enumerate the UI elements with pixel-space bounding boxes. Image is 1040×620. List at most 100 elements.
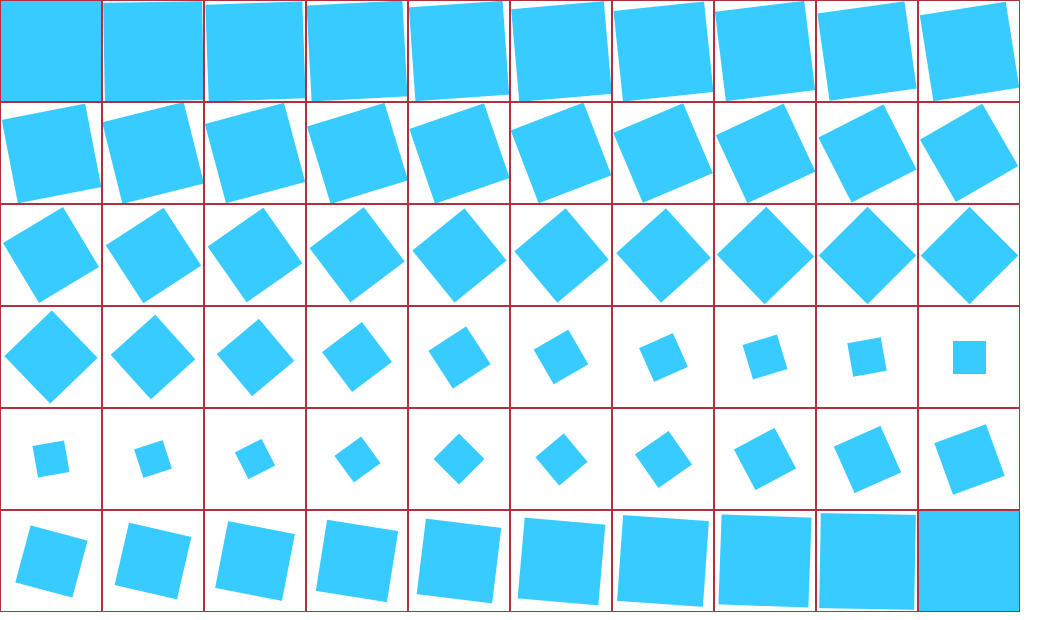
frame-cell [306, 408, 408, 510]
frame-cell [0, 102, 102, 204]
frame-cell [714, 204, 816, 306]
rotating-square [818, 206, 916, 304]
rotating-square [307, 103, 407, 203]
frame-cell [204, 0, 306, 102]
rotating-square [307, 1, 407, 101]
frame-cell [918, 408, 1020, 510]
frame-cell [102, 0, 204, 102]
frame-cell [102, 408, 204, 510]
rotating-square [817, 103, 917, 203]
frame-cell [204, 510, 306, 612]
frame-cell [714, 102, 816, 204]
frame-cell [0, 0, 102, 102]
frame-cell [0, 510, 102, 612]
rotating-square [333, 435, 381, 483]
rotating-square [513, 207, 609, 303]
rotating-square [205, 1, 305, 101]
rotating-square [321, 321, 393, 393]
frame-cell [714, 408, 816, 510]
rotating-square [409, 1, 509, 101]
frame-cell [102, 510, 204, 612]
frame-cell [510, 306, 612, 408]
frame-cell [714, 510, 816, 612]
frame-cell [612, 408, 714, 510]
rotating-square [110, 314, 196, 400]
frame-cell [306, 204, 408, 306]
frame-cell [0, 408, 102, 510]
rotating-square [433, 433, 485, 485]
rotating-square [919, 511, 1019, 611]
frame-cell [816, 408, 918, 510]
rotating-square [920, 206, 1018, 304]
frame-cell [816, 0, 918, 102]
frame-cell [714, 0, 816, 102]
rotating-square [416, 518, 502, 604]
rotating-square [847, 337, 887, 377]
rotating-square [511, 1, 611, 101]
rotating-square [134, 440, 172, 478]
rotating-square [215, 521, 295, 601]
rotating-square [617, 515, 709, 607]
frame-cell [612, 204, 714, 306]
frame-cell [816, 510, 918, 612]
rotating-square [32, 440, 70, 478]
frame-cell [0, 204, 102, 306]
frame-cell [204, 102, 306, 204]
frame-cell [408, 408, 510, 510]
rotating-square [534, 432, 588, 486]
frame-cell [306, 306, 408, 408]
rotating-square [634, 430, 692, 488]
rotating-square [833, 425, 901, 493]
rotating-square [103, 103, 203, 203]
frame-cell [102, 204, 204, 306]
frame-cell [204, 408, 306, 510]
frame-cell [102, 306, 204, 408]
frame-cell [816, 102, 918, 204]
rotating-square [2, 206, 100, 304]
rotating-square [105, 207, 201, 303]
rotating-square [733, 427, 797, 491]
frame-cell [510, 204, 612, 306]
frame-cell [918, 102, 1020, 204]
frame-cell [612, 102, 714, 204]
rotating-square [715, 103, 815, 203]
frame-cell [408, 0, 510, 102]
rotating-square [718, 514, 812, 608]
rotating-square [919, 1, 1019, 101]
rotating-square [818, 512, 916, 610]
frame-cell [408, 306, 510, 408]
rotating-square [234, 438, 276, 480]
frame-cell [306, 510, 408, 612]
rotating-square [103, 1, 203, 101]
rotating-square [517, 517, 605, 605]
rotating-square [638, 332, 688, 382]
rotating-square [207, 207, 303, 303]
frame-cell [612, 510, 714, 612]
rotating-square [411, 207, 507, 303]
frame-cell [204, 306, 306, 408]
frame-cell [204, 204, 306, 306]
frame-cell [918, 0, 1020, 102]
rotating-square [613, 103, 713, 203]
rotating-square [1, 103, 101, 203]
frame-cell [918, 204, 1020, 306]
frame-cell [816, 306, 918, 408]
rotating-square [716, 206, 814, 304]
frame-cell [612, 0, 714, 102]
frame-cell [918, 510, 1020, 612]
frame-cell [510, 408, 612, 510]
rotating-square [920, 104, 1018, 202]
rotating-square [817, 1, 917, 101]
frame-cell [408, 204, 510, 306]
rotating-square [511, 103, 611, 203]
rotating-square [4, 310, 98, 404]
rotating-square [114, 522, 192, 600]
rotating-square [309, 207, 405, 303]
rotating-square [205, 103, 305, 203]
rotating-square [615, 207, 711, 303]
frame-cell [306, 102, 408, 204]
rotating-square [315, 519, 399, 603]
frame-cell [714, 306, 816, 408]
frame-cell [102, 102, 204, 204]
